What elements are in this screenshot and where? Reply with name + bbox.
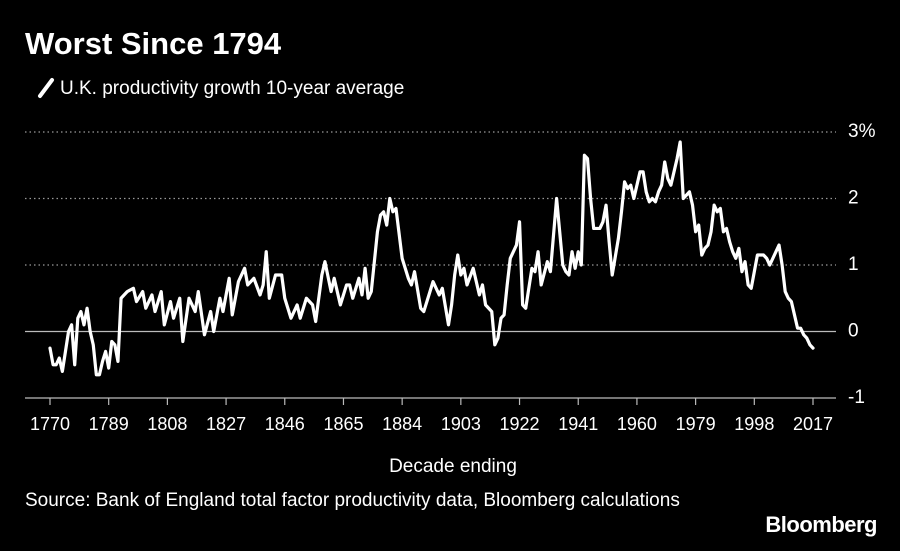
y-tick-label: -1 (848, 387, 865, 408)
x-tick-label: 1770 (30, 414, 70, 434)
y-tick-label: 1 (848, 254, 859, 275)
chart-title: Worst Since 1794 (25, 26, 282, 61)
legend-label: U.K. productivity growth 10-year average (60, 78, 404, 99)
x-tick-label: 1884 (382, 414, 422, 434)
x-tick-label: 1960 (617, 414, 657, 434)
x-tick-label: 1827 (206, 414, 246, 434)
x-tick-label: 1846 (265, 414, 305, 434)
x-axis-label: Decade ending (389, 456, 517, 477)
x-tick-label: 1865 (323, 414, 363, 434)
brand-logo: Bloomberg (765, 512, 877, 537)
data-line (48, 140, 815, 377)
x-tick-label: 1941 (558, 414, 598, 434)
y-tick-label: 2 (848, 188, 859, 209)
y-tick-label: 3% (848, 121, 876, 142)
x-tick-label: 1903 (441, 414, 481, 434)
x-tick-label: 1808 (147, 414, 187, 434)
x-tick-label: 1922 (500, 414, 540, 434)
x-tick-label: 1789 (89, 414, 129, 434)
x-tick-label: 1998 (734, 414, 774, 434)
y-tick-label: 0 (848, 321, 859, 342)
x-tick-label: 2017 (793, 414, 833, 434)
source-note: Source: Bank of England total factor pro… (25, 490, 680, 511)
x-tick-label: 1979 (676, 414, 716, 434)
legend-swatch (38, 78, 54, 98)
